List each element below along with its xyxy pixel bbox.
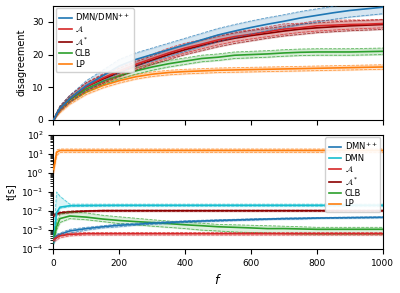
X-axis label: $f$: $f$ (214, 273, 222, 287)
Legend: DMN/DMN$^{++}$, $\mathcal{A}$, $\mathcal{A}^*$, CLB, LP: DMN/DMN$^{++}$, $\mathcal{A}$, $\mathcal… (56, 8, 134, 72)
Legend: DMN$^{++}$, DMN, $\mathcal{A}$, $\mathcal{A}^*$, CLB, LP: DMN$^{++}$, DMN, $\mathcal{A}$, $\mathca… (326, 137, 380, 212)
Y-axis label: t[s]: t[s] (6, 184, 16, 200)
Y-axis label: disagreement: disagreement (16, 29, 26, 96)
